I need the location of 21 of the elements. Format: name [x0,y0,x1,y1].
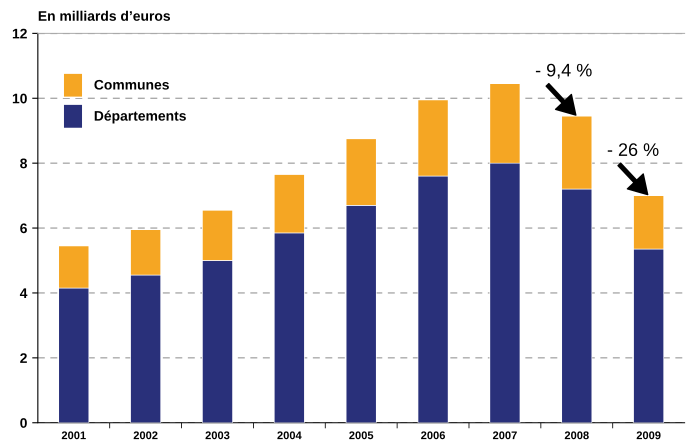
y-axis-title: En milliards d’euros [38,10,170,21]
y-tick-label: 0 [20,418,27,428]
x-tick-label: 2002 [134,431,158,440]
x-tick-label: 2009 [636,431,661,440]
x-tick-label: 2001 [62,431,86,440]
y-tick-label: 4 [20,288,28,298]
legend-label: Départements [94,110,186,124]
legend-label: Communes [94,80,169,90]
y-tick-label: 6 [20,223,27,234]
x-tick-label: 2008 [564,431,589,440]
y-tick-label: 10 [12,94,27,104]
x-tick-label: 2003 [206,431,230,440]
y-tick-label: 12 [12,28,27,38]
y-tick-label: 8 [20,158,27,168]
x-tick-label: 2005 [349,431,374,440]
annotation: - 26 % [608,143,659,156]
y-tick-label: 2 [20,353,27,363]
annotation: - 9,4 % [536,64,592,79]
x-tick-label: 2007 [492,431,517,440]
x-tick-label: 2004 [277,431,302,440]
x-tick-label: 2006 [421,431,446,440]
